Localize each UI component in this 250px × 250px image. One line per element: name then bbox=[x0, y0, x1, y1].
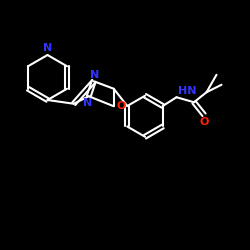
Text: O: O bbox=[199, 117, 209, 127]
Text: O: O bbox=[116, 101, 126, 111]
Text: HN: HN bbox=[178, 86, 196, 96]
Text: N: N bbox=[90, 70, 100, 80]
Text: N: N bbox=[43, 42, 52, 52]
Text: N: N bbox=[83, 98, 92, 108]
